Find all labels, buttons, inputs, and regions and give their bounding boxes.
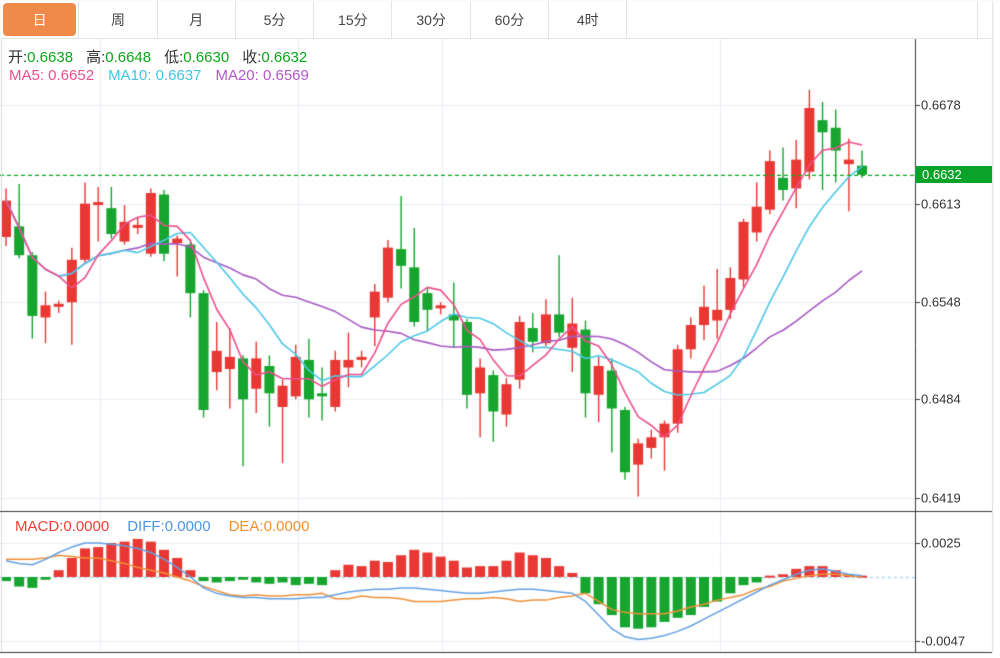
diff-value-legend: DIFF:0.0000 — [127, 518, 211, 535]
tab-4hour[interactable]: 4时 — [549, 1, 628, 38]
ohlc-legend: 开:0.6638 高:0.6648 低:0.6630 收:0.6632 — [8, 46, 307, 67]
ohlc-high: 高:0.6648 — [86, 49, 152, 66]
ohlc-close: 收:0.6632 — [242, 49, 308, 66]
dea-value-legend: DEA:0.0000 — [228, 518, 310, 535]
ma5-legend: MA5: 0.6652 — [9, 67, 95, 84]
macd-legend: MACD:0.0000 DIFF:0.0000 DEA:0.0000 — [15, 518, 309, 535]
tab-day[interactable]: 日 — [1, 1, 80, 38]
ma20-legend: MA20: 0.6569 — [215, 67, 309, 84]
ma10-legend: MA10: 0.6637 — [108, 67, 202, 84]
ma-legend: MA5: 0.6652 MA10: 0.6637 MA20: 0.6569 — [9, 67, 309, 84]
price-axis-label: 0.6678 — [921, 97, 961, 113]
macd-value-legend: MACD:0.0000 — [15, 518, 110, 535]
price-axis-label: 0.6419 — [921, 490, 961, 506]
tab-15min[interactable]: 15分 — [314, 1, 393, 38]
macd-axis-label: 0.0025 — [921, 535, 961, 551]
tab-month[interactable]: 月 — [158, 1, 236, 38]
tab-week[interactable]: 周 — [79, 1, 158, 38]
timeframe-tab-bar: 日周月 5分 15分 30分 60分 4时 — [1, 1, 992, 39]
price-axis-label: 0.6548 — [921, 294, 961, 310]
tab-30min[interactable]: 30分 — [392, 1, 471, 38]
last-price-badge: 0.6632 — [916, 166, 992, 184]
macd-axis-label: -0.0047 — [921, 633, 966, 649]
ohlc-low: 低:0.6630 — [164, 49, 230, 66]
price-axis-label: 0.6484 — [921, 391, 961, 407]
price-axis-label: 0.6613 — [921, 196, 961, 212]
tab-5min[interactable]: 5分 — [236, 1, 315, 38]
tab-60min[interactable]: 60分 — [471, 1, 550, 38]
tab-bar-spacer — [627, 1, 979, 38]
ohlc-open: 开:0.6638 — [8, 49, 74, 66]
